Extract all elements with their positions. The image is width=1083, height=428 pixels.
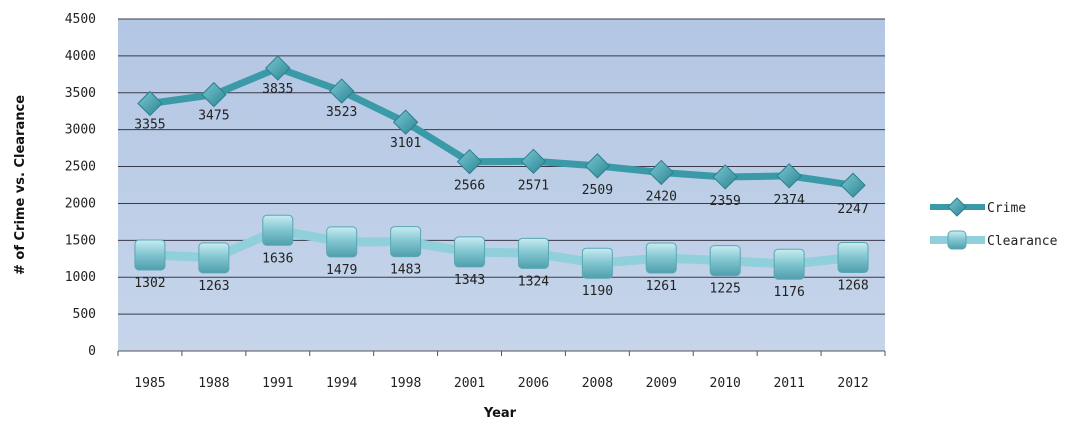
crime-data-label: 2571: [518, 178, 549, 193]
crime-point: [456, 148, 483, 175]
clearance-point: [517, 237, 549, 269]
y-tick-label: 4000: [65, 49, 96, 64]
x-tick-label: 2001: [454, 376, 485, 391]
clearance-point: [645, 242, 677, 274]
legend-marker-clearance: [947, 230, 967, 250]
crime-point: [712, 164, 738, 190]
clearance-point: [198, 242, 230, 274]
x-axis-ticks: 1985 1988 1991 1994 1998 2001 2006 2008 2009 2010…: [117, 351, 886, 391]
clearance-data-label: 1302: [134, 276, 165, 291]
crime-point: [201, 81, 227, 108]
x-tick-label: 1988: [198, 376, 229, 391]
crime-point: [137, 90, 163, 117]
legend-marker-crime: [947, 197, 967, 217]
series-layer: [134, 55, 869, 280]
clearance-data-label: 1343: [454, 273, 485, 288]
x-tick-label: 2008: [582, 376, 613, 391]
x-tick-label: 2009: [646, 376, 677, 391]
clearance-point: [837, 241, 869, 273]
x-tick-label: 1998: [390, 376, 421, 391]
clearance-data-label: 1483: [390, 263, 421, 278]
y-tick-label: 1500: [65, 233, 96, 248]
crime-data-label: 2247: [837, 202, 868, 217]
y-axis-ticks: 0 500 1000 1500 2000 2500 3000 3500 4000 4500: [65, 12, 96, 359]
clearance-point: [390, 226, 422, 258]
crime-point: [776, 163, 802, 189]
x-tick-label: 2006: [518, 376, 549, 391]
legend-label-clearance: Clearance: [987, 234, 1058, 249]
x-tick-label: 1985: [134, 376, 165, 391]
y-tick-label: 3500: [65, 86, 96, 101]
y-tick-label: 500: [73, 307, 96, 322]
clearance-data-label: 1479: [326, 263, 357, 278]
clearance-point: [262, 214, 294, 246]
crime-point: [329, 78, 355, 104]
clearance-data-label: 1263: [198, 279, 229, 294]
crime-point: [520, 148, 547, 175]
clearance-point: [773, 248, 805, 280]
y-tick-label: 3000: [65, 123, 96, 138]
clearance-point: [134, 239, 166, 271]
crime-point: [392, 109, 419, 135]
crime-point: [584, 153, 611, 179]
crime-point: [840, 172, 866, 198]
clearance-data-label: 1176: [773, 285, 804, 300]
x-tick-label: 2010: [710, 376, 741, 391]
x-tick-label: 2012: [837, 376, 868, 391]
plot-area: [118, 19, 885, 351]
clearance-data-label: 1225: [710, 282, 741, 297]
clearance-data-label: 1261: [646, 279, 677, 294]
clearance-data-label: 1324: [518, 274, 549, 289]
crime-data-label: 2420: [646, 189, 677, 204]
crime-data-label: 3475: [198, 109, 229, 124]
crime-point: [265, 55, 291, 81]
clearance-point: [709, 245, 741, 277]
clearance-data-label: 1268: [837, 278, 868, 293]
crime-data-label: 2509: [582, 183, 613, 198]
x-tick-label: 1991: [262, 376, 293, 391]
crime-data-label: 2359: [710, 194, 741, 209]
crime-data-label: 3355: [134, 117, 165, 132]
data-labels: 3355 3475 3835 3523 3101 2566 2571 2509 2420 2359…: [134, 82, 868, 300]
y-tick-label: 0: [88, 344, 96, 359]
clearance-data-label: 1636: [262, 251, 293, 266]
clearance-point: [581, 247, 613, 279]
crime-data-label: 3835: [262, 82, 293, 97]
y-tick-label: 2500: [65, 160, 96, 175]
clearance-data-label: 1190: [582, 284, 613, 299]
crime-data-label: 3523: [326, 105, 357, 120]
y-tick-label: 2000: [65, 196, 96, 211]
crime-point: [648, 159, 674, 186]
legend: Crime Clearance: [930, 197, 1058, 250]
clearance-point: [326, 226, 358, 258]
crime-data-label: 2566: [454, 179, 485, 194]
x-tick-label: 2011: [773, 376, 804, 391]
y-tick-label: 4500: [65, 12, 96, 27]
crime-data-label: 3101: [390, 136, 421, 151]
legend-label-crime: Crime: [987, 201, 1026, 216]
y-tick-label: 1000: [65, 270, 96, 285]
x-tick-label: 1994: [326, 376, 357, 391]
clearance-point: [454, 236, 486, 268]
y-axis-title: # of Crime vs. Clearance: [13, 95, 28, 275]
crime-data-label: 2374: [773, 193, 804, 208]
x-axis-title: Year: [483, 406, 517, 421]
